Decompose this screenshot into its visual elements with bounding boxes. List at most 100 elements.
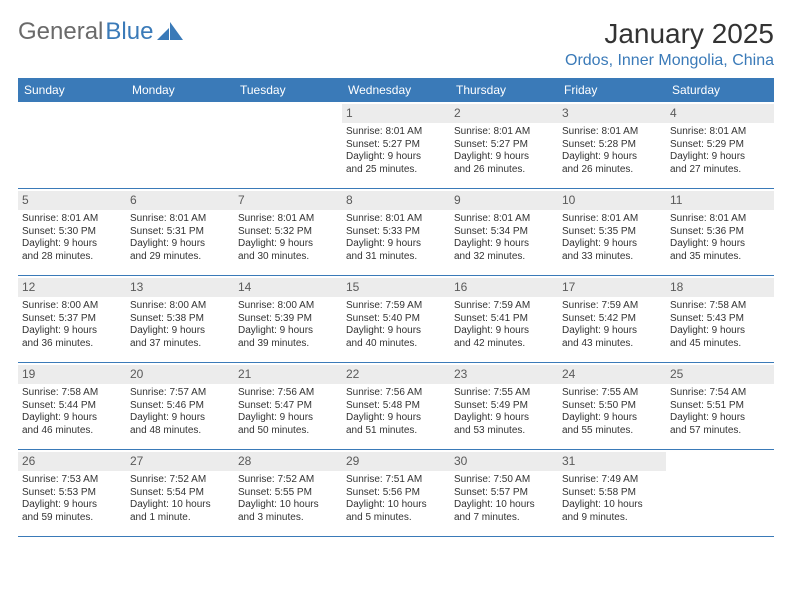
cell-line: Sunrise: 8:01 AM bbox=[346, 126, 446, 139]
cell-line: and 48 minutes. bbox=[130, 425, 230, 438]
cell-line: and 53 minutes. bbox=[454, 425, 554, 438]
calendar-cell: 5 Sunrise: 8:01 AMSunset: 5:30 PMDaylight… bbox=[18, 189, 126, 275]
cell-line: Sunset: 5:35 PM bbox=[562, 226, 662, 239]
cell-line: Daylight: 9 hours bbox=[130, 412, 230, 425]
calendar-cell: 15Sunrise: 7:59 AMSunset: 5:40 PMDayligh… bbox=[342, 276, 450, 362]
cell-line: and 7 minutes. bbox=[454, 512, 554, 525]
day-header-sat: Saturday bbox=[666, 78, 774, 102]
calendar-cell: 12Sunrise: 8:00 AMSunset: 5:37 PMDayligh… bbox=[18, 276, 126, 362]
calendar-cell: 25Sunrise: 7:54 AMSunset: 5:51 PMDayligh… bbox=[666, 363, 774, 449]
cell-line: Sunset: 5:51 PM bbox=[670, 400, 770, 413]
day-header-row: Sunday Monday Tuesday Wednesday Thursday… bbox=[18, 78, 774, 102]
calendar-cell: 13Sunrise: 8:00 AMSunset: 5:38 PMDayligh… bbox=[126, 276, 234, 362]
cell-line: Sunrise: 7:59 AM bbox=[454, 300, 554, 313]
cell-line: Sunset: 5:39 PM bbox=[238, 313, 338, 326]
cell-line: Daylight: 9 hours bbox=[454, 325, 554, 338]
cell-line: Sunset: 5:33 PM bbox=[346, 226, 446, 239]
cell-line: and 37 minutes. bbox=[130, 338, 230, 351]
cell-line: Sunrise: 7:55 AM bbox=[454, 387, 554, 400]
day-number: 4 bbox=[666, 104, 774, 123]
cell-line: and 28 minutes. bbox=[22, 251, 122, 264]
cell-line: Sunset: 5:48 PM bbox=[346, 400, 446, 413]
cell-line: Daylight: 9 hours bbox=[22, 499, 122, 512]
day-number: 14 bbox=[234, 278, 342, 297]
cell-line: and 55 minutes. bbox=[562, 425, 662, 438]
cell-line: and 51 minutes. bbox=[346, 425, 446, 438]
cell-line: and 59 minutes. bbox=[22, 512, 122, 525]
cell-line: and 25 minutes. bbox=[346, 164, 446, 177]
cell-line: Sunrise: 7:53 AM bbox=[22, 474, 122, 487]
cell-line: and 50 minutes. bbox=[238, 425, 338, 438]
cell-line: and 40 minutes. bbox=[346, 338, 446, 351]
cell-line: Sunrise: 7:52 AM bbox=[238, 474, 338, 487]
day-header-sun: Sunday bbox=[18, 78, 126, 102]
calendar-cell: 14Sunrise: 8:00 AMSunset: 5:39 PMDayligh… bbox=[234, 276, 342, 362]
logo-text-blue: Blue bbox=[105, 18, 153, 46]
month-title: January 2025 bbox=[565, 18, 774, 50]
cell-line: and 26 minutes. bbox=[562, 164, 662, 177]
cell-line: and 35 minutes. bbox=[670, 251, 770, 264]
calendar-cell: 9Sunrise: 8:01 AMSunset: 5:34 PMDaylight… bbox=[450, 189, 558, 275]
cell-line: Sunrise: 7:59 AM bbox=[562, 300, 662, 313]
cell-line: Sunset: 5:27 PM bbox=[346, 139, 446, 152]
calendar-cell bbox=[126, 102, 234, 188]
cell-line: Sunrise: 8:01 AM bbox=[346, 213, 446, 226]
cell-line: Daylight: 9 hours bbox=[238, 325, 338, 338]
day-number: 16 bbox=[450, 278, 558, 297]
calendar-cell: 26Sunrise: 7:53 AMSunset: 5:53 PMDayligh… bbox=[18, 450, 126, 536]
cell-line: Sunrise: 8:00 AM bbox=[22, 300, 122, 313]
cell-line: Sunset: 5:47 PM bbox=[238, 400, 338, 413]
calendar-cell: 31Sunrise: 7:49 AMSunset: 5:58 PMDayligh… bbox=[558, 450, 666, 536]
title-block: January 2025 Ordos, Inner Mongolia, Chin… bbox=[565, 18, 774, 70]
cell-line: and 30 minutes. bbox=[238, 251, 338, 264]
cell-line: Daylight: 9 hours bbox=[22, 238, 122, 251]
cell-line: and 45 minutes. bbox=[670, 338, 770, 351]
day-number: 20 bbox=[126, 365, 234, 384]
cell-line: and 26 minutes. bbox=[454, 164, 554, 177]
week-row: 1Sunrise: 8:01 AMSunset: 5:27 PMDaylight… bbox=[18, 102, 774, 189]
cell-line: Daylight: 9 hours bbox=[562, 412, 662, 425]
day-number: 27 bbox=[126, 452, 234, 471]
calendar-cell: 6Sunrise: 8:01 AMSunset: 5:31 PMDaylight… bbox=[126, 189, 234, 275]
cell-line: and 3 minutes. bbox=[238, 512, 338, 525]
cell-line: Sunset: 5:42 PM bbox=[562, 313, 662, 326]
cell-line: Daylight: 10 hours bbox=[238, 499, 338, 512]
cell-line: Sunset: 5:43 PM bbox=[670, 313, 770, 326]
cell-line: and 36 minutes. bbox=[22, 338, 122, 351]
cell-line: and 32 minutes. bbox=[454, 251, 554, 264]
day-number: 2 bbox=[450, 104, 558, 123]
cell-line: Sunset: 5:30 PM bbox=[22, 226, 122, 239]
cell-line: Sunrise: 7:56 AM bbox=[346, 387, 446, 400]
calendar-cell: 30Sunrise: 7:50 AMSunset: 5:57 PMDayligh… bbox=[450, 450, 558, 536]
day-number: 5 bbox=[18, 191, 126, 210]
cell-line: Daylight: 9 hours bbox=[238, 238, 338, 251]
day-number: 13 bbox=[126, 278, 234, 297]
week-row: 26Sunrise: 7:53 AMSunset: 5:53 PMDayligh… bbox=[18, 450, 774, 537]
day-header-wed: Wednesday bbox=[342, 78, 450, 102]
cell-line: Sunrise: 7:50 AM bbox=[454, 474, 554, 487]
cell-line: Sunset: 5:50 PM bbox=[562, 400, 662, 413]
day-header-fri: Friday bbox=[558, 78, 666, 102]
cell-line: Sunrise: 7:58 AM bbox=[22, 387, 122, 400]
cell-line: Sunrise: 8:01 AM bbox=[130, 213, 230, 226]
cell-line: Sunrise: 8:01 AM bbox=[22, 213, 122, 226]
day-number: 23 bbox=[450, 365, 558, 384]
cell-line: Sunrise: 8:01 AM bbox=[670, 126, 770, 139]
calendar-cell: 23Sunrise: 7:55 AMSunset: 5:49 PMDayligh… bbox=[450, 363, 558, 449]
calendar-cell: 29Sunrise: 7:51 AMSunset: 5:56 PMDayligh… bbox=[342, 450, 450, 536]
cell-line: Sunrise: 8:01 AM bbox=[454, 213, 554, 226]
cell-line: and 46 minutes. bbox=[22, 425, 122, 438]
cell-line: Sunset: 5:32 PM bbox=[238, 226, 338, 239]
day-number: 15 bbox=[342, 278, 450, 297]
cell-line: Sunrise: 8:01 AM bbox=[562, 126, 662, 139]
cell-line: Daylight: 9 hours bbox=[130, 325, 230, 338]
cell-line: Sunrise: 7:52 AM bbox=[130, 474, 230, 487]
cell-line: Sunrise: 8:01 AM bbox=[454, 126, 554, 139]
day-number: 8 bbox=[342, 191, 450, 210]
day-number: 30 bbox=[450, 452, 558, 471]
cell-line: Sunset: 5:29 PM bbox=[670, 139, 770, 152]
cell-line: Daylight: 9 hours bbox=[670, 412, 770, 425]
cell-line: and 1 minute. bbox=[130, 512, 230, 525]
cell-line: and 27 minutes. bbox=[670, 164, 770, 177]
day-number: 3 bbox=[558, 104, 666, 123]
